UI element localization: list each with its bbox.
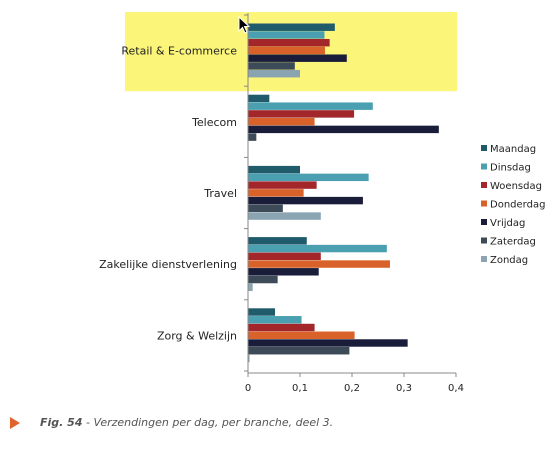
bar bbox=[248, 54, 347, 62]
bar bbox=[248, 204, 283, 213]
bar bbox=[248, 323, 315, 332]
bar bbox=[248, 46, 325, 55]
bar bbox=[248, 117, 315, 126]
bar bbox=[248, 38, 330, 47]
bar-chart: Retail & E-commerce Telecom Travel Zakelijk… bbox=[99, 12, 545, 394]
mouse-cursor-icon bbox=[238, 16, 251, 34]
category-label: Travel bbox=[203, 187, 237, 200]
x-tick-label: 0,4 bbox=[448, 383, 464, 394]
figure-label: Fig. 54 bbox=[40, 416, 83, 429]
legend-swatch bbox=[481, 219, 487, 225]
legend-label: Zaterdag bbox=[490, 237, 536, 248]
bar bbox=[248, 189, 304, 197]
legend-swatch bbox=[481, 237, 487, 244]
category-label: Telecom bbox=[191, 116, 237, 129]
legend-label: Vrijdag bbox=[490, 218, 525, 229]
x-tick-label: 0,3 bbox=[396, 383, 412, 394]
legend-swatch bbox=[481, 200, 487, 207]
legend-label: Woensdag bbox=[490, 181, 542, 192]
bar bbox=[248, 165, 300, 174]
category-label: Retail & E-commerce bbox=[121, 45, 237, 58]
bar bbox=[248, 69, 300, 78]
bar bbox=[248, 62, 295, 70]
bar bbox=[248, 94, 270, 103]
legend-label: Donderdag bbox=[490, 200, 545, 211]
caption-arrow-icon bbox=[10, 417, 20, 429]
bar bbox=[248, 181, 317, 189]
bar bbox=[248, 260, 390, 268]
bar bbox=[248, 339, 408, 347]
bar bbox=[248, 308, 276, 316]
category-label: Zakelijke dienstverlening bbox=[99, 258, 237, 271]
legend-label: Zondag bbox=[490, 255, 528, 266]
bar bbox=[248, 275, 278, 284]
bar bbox=[248, 31, 325, 39]
bar bbox=[248, 283, 253, 291]
bar bbox=[248, 133, 257, 141]
legend-swatch bbox=[481, 145, 487, 151]
bar bbox=[248, 354, 250, 363]
caption-text: Fig. 54 - Verzendingen per dag, per bran… bbox=[40, 415, 333, 431]
x-tick-label: 0,2 bbox=[344, 383, 360, 394]
x-tick-label: 0,1 bbox=[292, 383, 308, 394]
legend-swatch bbox=[481, 163, 487, 170]
bar bbox=[248, 212, 321, 220]
legend-label: Dinsdag bbox=[490, 163, 531, 174]
bar bbox=[248, 347, 350, 355]
bar bbox=[248, 102, 373, 110]
bar bbox=[248, 196, 363, 205]
legend-swatch bbox=[481, 256, 487, 262]
bar bbox=[248, 173, 369, 182]
bar bbox=[248, 23, 335, 31]
bar bbox=[248, 125, 439, 134]
legend-label: Maandag bbox=[490, 144, 536, 155]
caption-body: - Verzendingen per dag, per branche, dee… bbox=[82, 416, 334, 429]
bar bbox=[248, 244, 387, 253]
bar bbox=[248, 237, 307, 245]
bar bbox=[248, 110, 355, 118]
legend-swatch bbox=[481, 182, 487, 188]
bar bbox=[248, 268, 319, 276]
x-tick-label: 0 bbox=[245, 383, 251, 394]
figure-caption: Fig. 54 - Verzendingen per dag, per bran… bbox=[10, 415, 530, 435]
category-label: Zorg & Welzijn bbox=[157, 329, 237, 342]
bar bbox=[248, 316, 302, 324]
bar bbox=[248, 252, 321, 261]
bar bbox=[248, 331, 355, 339]
